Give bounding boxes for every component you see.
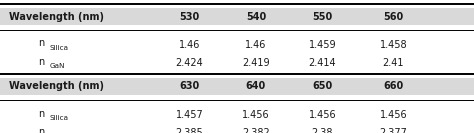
Text: GaN: GaN xyxy=(50,63,65,70)
Text: n: n xyxy=(38,109,44,119)
Text: 560: 560 xyxy=(383,12,403,22)
Text: n: n xyxy=(38,57,44,67)
Text: 1.459: 1.459 xyxy=(309,40,336,50)
Text: 2.41: 2.41 xyxy=(383,58,404,68)
Text: 650: 650 xyxy=(312,81,332,92)
Text: 1.456: 1.456 xyxy=(380,110,407,120)
Text: Silica: Silica xyxy=(50,45,69,51)
Text: 2.424: 2.424 xyxy=(176,58,203,68)
Text: 2.38: 2.38 xyxy=(311,128,333,133)
Text: 2.414: 2.414 xyxy=(309,58,336,68)
Text: 660: 660 xyxy=(383,81,403,92)
Text: 630: 630 xyxy=(180,81,200,92)
Bar xyxy=(0,78,474,95)
Text: 2.419: 2.419 xyxy=(242,58,270,68)
Text: 2.385: 2.385 xyxy=(176,128,203,133)
Text: 2.377: 2.377 xyxy=(380,128,407,133)
Text: 1.456: 1.456 xyxy=(242,110,270,120)
Text: Wavelength (nm): Wavelength (nm) xyxy=(9,12,104,22)
Text: 1.46: 1.46 xyxy=(245,40,267,50)
Text: 1.458: 1.458 xyxy=(380,40,407,50)
Text: Wavelength (nm): Wavelength (nm) xyxy=(9,81,104,92)
Bar xyxy=(0,8,474,25)
Text: 550: 550 xyxy=(312,12,332,22)
Text: 1.46: 1.46 xyxy=(179,40,201,50)
Text: 2.382: 2.382 xyxy=(242,128,270,133)
Text: n: n xyxy=(38,38,44,48)
Text: 640: 640 xyxy=(246,81,266,92)
Text: n: n xyxy=(38,127,44,133)
Text: 540: 540 xyxy=(246,12,266,22)
Text: 1.457: 1.457 xyxy=(176,110,203,120)
Text: Silica: Silica xyxy=(50,115,69,121)
Text: 1.456: 1.456 xyxy=(309,110,336,120)
Text: 530: 530 xyxy=(180,12,200,22)
